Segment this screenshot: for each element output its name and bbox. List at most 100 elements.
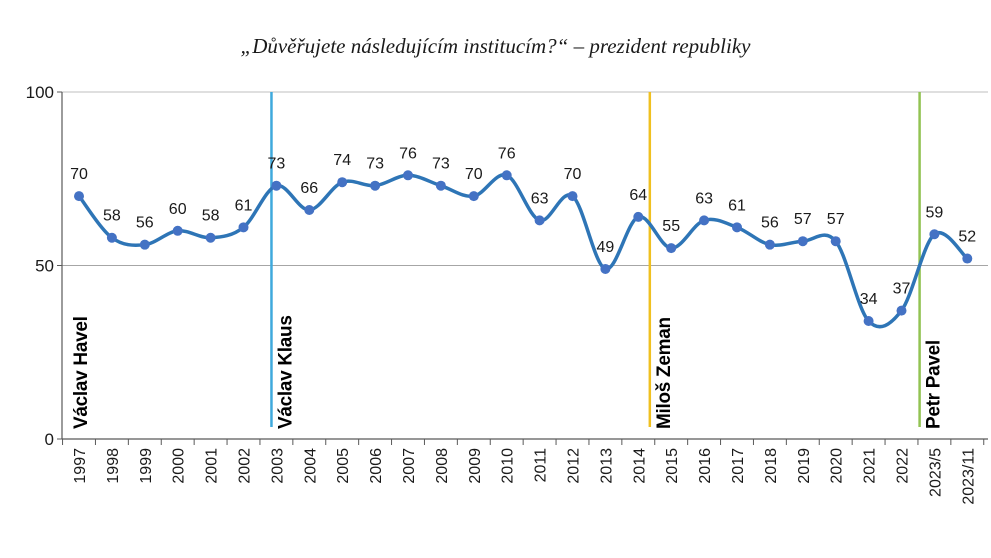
data-point-1998 <box>106 232 117 243</box>
data-point-2016 <box>699 215 710 226</box>
data-label-2003: 73 <box>268 156 286 173</box>
axes <box>57 91 988 445</box>
data-point-2019 <box>797 236 808 247</box>
president-label: Petr Pavel <box>924 340 945 429</box>
data-point-1997 <box>74 191 84 202</box>
x-tick-label: 2018 <box>763 448 780 484</box>
data-labels: 70 58 56 60 58 61 73 66 74 73 76 73 70 76 63 70 49 64 55 63… <box>70 145 976 308</box>
x-tick-label: 2002 <box>237 448 254 484</box>
data-point-2008 <box>435 180 446 191</box>
data-point-1999 <box>139 239 150 250</box>
x-tick-label: 2001 <box>204 448 221 484</box>
data-label-2005: 74 <box>333 152 351 169</box>
data-point-2009 <box>468 191 479 202</box>
x-tick-label: 2003 <box>269 448 286 484</box>
x-tick-label: 2006 <box>368 448 385 484</box>
data-point-2010 <box>501 170 512 181</box>
data-point-2021 <box>863 316 874 327</box>
data-label-2018: 56 <box>761 215 779 232</box>
data-point-2022 <box>896 305 907 316</box>
data-point-2001 <box>205 232 216 243</box>
data-label-2004: 66 <box>300 180 318 197</box>
x-tick-label: 1998 <box>105 448 122 484</box>
data-point-2002 <box>238 222 249 233</box>
x-tick-label: 2022 <box>895 448 912 484</box>
data-point-2013 <box>600 263 611 274</box>
data-label-2012: 70 <box>564 166 582 183</box>
x-tick-label: 2023/11 <box>960 448 977 505</box>
data-label-2021: 34 <box>860 291 878 308</box>
data-label-2000: 60 <box>169 201 187 218</box>
president-label: Václav Havel <box>71 316 92 429</box>
x-tick-label: 2008 <box>434 448 451 484</box>
x-tick-label: 2004 <box>302 448 319 484</box>
data-point-2005 <box>337 177 348 188</box>
x-tick-label: 2007 <box>401 448 418 484</box>
x-tick-label: 2016 <box>697 448 714 484</box>
x-tick-label: 1997 <box>72 448 89 484</box>
x-tick-label: 2014 <box>631 448 648 484</box>
data-label-2020: 57 <box>827 211 845 228</box>
x-tick-label: 2023/5 <box>927 448 944 497</box>
chart-title: „Důvěřujete následujícím institucím?“ – … <box>240 34 751 58</box>
x-tick-label: 2020 <box>829 448 846 484</box>
x-tick-labels: 1997 1998 1999 2000 2001 2002 2003 2004 2005 2006… <box>72 448 977 505</box>
x-tick-label: 2012 <box>566 448 583 484</box>
data-point-2018 <box>764 239 775 250</box>
data-label-2023/5: 59 <box>926 204 944 221</box>
series-line <box>77 173 969 329</box>
president-labels: Václav Havel Václav Klaus Miloš Zeman Petr … <box>71 315 945 429</box>
data-point-2006 <box>370 180 381 191</box>
y-tick-label: 50 <box>35 257 54 276</box>
x-tick-label: 2009 <box>467 448 484 484</box>
data-label-2010: 76 <box>498 145 516 162</box>
data-point-2007 <box>403 170 413 181</box>
y-tick-label: 100 <box>26 83 54 102</box>
data-point-2023/5 <box>929 229 940 240</box>
x-tick-label: 2021 <box>862 448 879 484</box>
x-tick-label: 2011 <box>533 448 550 483</box>
data-label-2022: 37 <box>893 281 911 298</box>
data-label-1999: 56 <box>136 215 154 232</box>
data-point-2012 <box>567 191 578 202</box>
grid-layer <box>62 91 988 266</box>
data-label-2007: 76 <box>399 145 417 162</box>
data-label-2017: 61 <box>728 197 746 214</box>
president-label: Václav Klaus <box>275 315 296 429</box>
president-markers <box>270 92 921 427</box>
x-tick-label: 1999 <box>138 448 155 484</box>
x-tick-label: 2013 <box>598 448 615 484</box>
data-label-2008: 73 <box>432 156 450 173</box>
data-point-2014 <box>633 211 644 222</box>
x-tick-label: 2015 <box>664 448 681 484</box>
x-tick-label: 2000 <box>171 448 188 484</box>
data-point-2020 <box>830 236 841 247</box>
y-tick-labels: 0 50 100 <box>26 83 54 449</box>
data-label-1998: 58 <box>103 208 121 225</box>
data-point-2011 <box>534 215 545 226</box>
data-point-2003 <box>271 180 282 191</box>
data-label-2011: 63 <box>531 190 549 207</box>
data-label-2009: 70 <box>465 166 483 183</box>
x-tick-label: 2010 <box>500 448 517 484</box>
data-label-2013: 49 <box>597 239 615 256</box>
data-label-2001: 58 <box>202 208 220 225</box>
data-label-2019: 57 <box>794 211 812 228</box>
y-tick-label: 0 <box>45 430 54 449</box>
data-label-2002: 61 <box>235 197 253 214</box>
series-line-path <box>77 173 969 329</box>
data-label-2016: 63 <box>695 190 713 207</box>
data-point-2017 <box>732 222 742 233</box>
president-label: Miloš Zeman <box>654 317 675 429</box>
data-point-2023/11 <box>962 253 973 264</box>
data-point-2004 <box>304 204 315 215</box>
data-point-2000 <box>172 225 183 236</box>
data-label-2023/11: 52 <box>958 229 976 246</box>
data-label-2006: 73 <box>366 156 384 173</box>
data-points <box>74 170 973 327</box>
data-label-1997: 70 <box>70 166 88 183</box>
data-point-2015 <box>666 243 677 254</box>
x-tick-label: 2019 <box>796 448 813 484</box>
data-label-2014: 64 <box>629 187 647 204</box>
